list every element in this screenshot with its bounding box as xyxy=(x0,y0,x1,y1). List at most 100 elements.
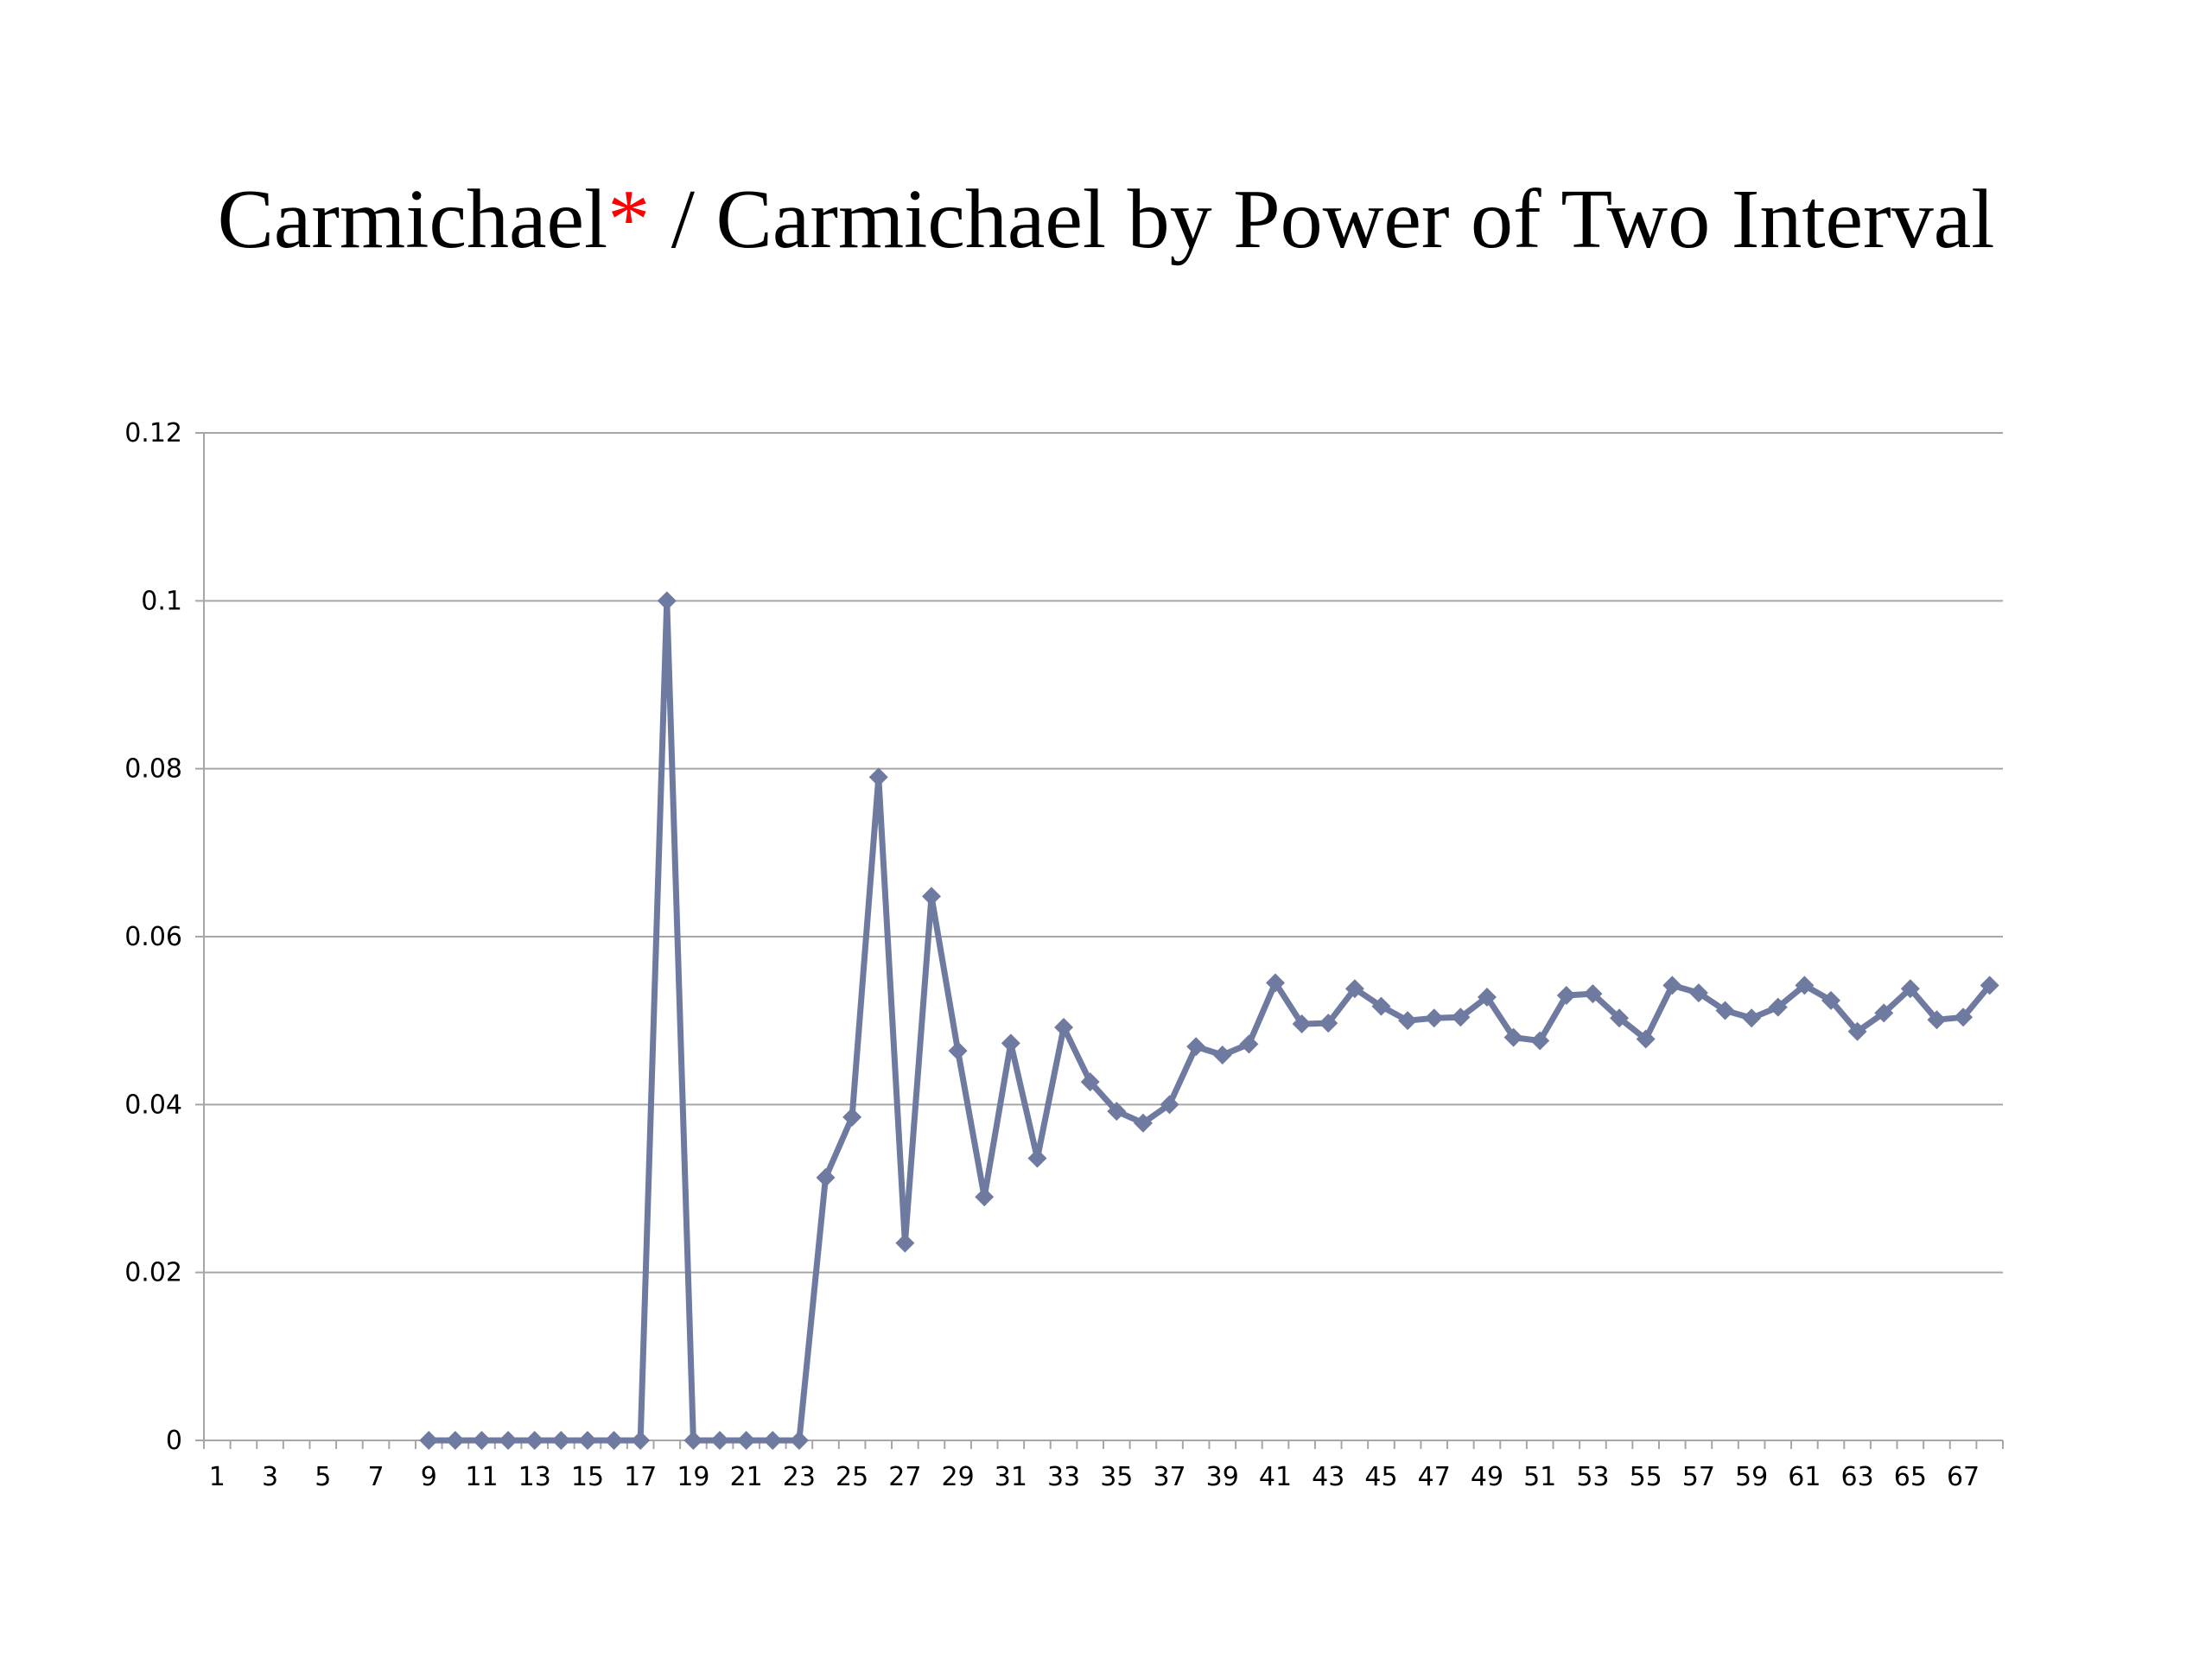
data-point-marker xyxy=(842,1107,862,1127)
chart-title-suffix: / Carmichael by Power of Two Interval xyxy=(650,173,1995,266)
y-tick-label: 0.06 xyxy=(124,922,182,952)
x-tick-label: 37 xyxy=(1153,1462,1185,1492)
chart-title-asterisk: * xyxy=(607,173,651,266)
data-point-marker xyxy=(1742,1008,1762,1028)
y-tick-label: 0.04 xyxy=(124,1090,182,1120)
data-point-marker xyxy=(1874,1003,1894,1023)
x-tick-label: 41 xyxy=(1259,1462,1292,1492)
y-axis-ticks: 0 0.02 0.04 0.06 0.08 0.1 0.12 xyxy=(124,418,182,1456)
x-tick-label: 35 xyxy=(1100,1462,1133,1492)
data-point-marker xyxy=(1847,1021,1867,1041)
x-tick-label: 7 xyxy=(367,1462,384,1492)
x-tick-label: 61 xyxy=(1788,1462,1821,1492)
x-tick-label: 11 xyxy=(465,1462,498,1492)
data-point-marker xyxy=(1424,1008,1444,1028)
y-tick-label: 0.08 xyxy=(124,754,182,785)
data-point-marker xyxy=(1027,1148,1047,1168)
data-point-marker xyxy=(1344,979,1364,999)
data-point-marker xyxy=(551,1431,571,1450)
data-point-marker xyxy=(683,1431,703,1450)
data-point-marker xyxy=(1715,1001,1735,1020)
data-point-marker xyxy=(1636,1029,1656,1049)
data-point-marker xyxy=(1319,1014,1338,1033)
x-axis-ticks: 1 3 5 7 9 11 13 15 17 19 21 23 25 27 29 31 33 35 37 39 41 43 4… xyxy=(209,1462,1980,1492)
data-point-marker xyxy=(1451,1007,1471,1027)
gridlines xyxy=(195,432,2003,1441)
x-tick-label: 17 xyxy=(624,1462,657,1492)
data-point-marker xyxy=(1080,1072,1100,1092)
data-point-marker xyxy=(499,1431,518,1450)
data-point-marker xyxy=(1583,984,1603,1004)
x-tick-label: 1 xyxy=(209,1462,226,1492)
y-tick-label: 0.12 xyxy=(124,418,182,448)
data-point-marker xyxy=(1239,1034,1259,1054)
data-point-marker xyxy=(895,1233,915,1253)
data-point-marker xyxy=(1160,1095,1179,1115)
data-point-marker xyxy=(1054,1017,1074,1037)
data-point-marker xyxy=(524,1431,544,1450)
x-tick-label: 43 xyxy=(1312,1462,1344,1492)
data-point-marker xyxy=(1530,1031,1550,1051)
x-tick-label: 53 xyxy=(1576,1462,1609,1492)
data-point-marker xyxy=(1133,1113,1153,1133)
data-point-marker xyxy=(1292,1014,1312,1034)
data-point-marker xyxy=(472,1431,492,1450)
data-point-marker xyxy=(1556,986,1576,1006)
data-point-marker xyxy=(789,1431,809,1450)
data-point-marker xyxy=(1371,996,1391,1016)
data-point-marker xyxy=(1001,1033,1020,1053)
data-point-marker xyxy=(1688,983,1708,1003)
x-tick-label: 19 xyxy=(677,1462,709,1492)
x-tick-label: 5 xyxy=(315,1462,331,1492)
x-tick-label: 51 xyxy=(1523,1462,1556,1492)
data-point-marker xyxy=(763,1431,783,1450)
data-point-marker xyxy=(1821,990,1840,1010)
data-point-marker xyxy=(710,1431,730,1450)
data-point-marker xyxy=(604,1431,624,1450)
y-tick-label: 0 xyxy=(166,1426,182,1456)
y-tick-label: 0.02 xyxy=(124,1258,182,1288)
data-point-marker xyxy=(975,1187,995,1207)
x-tick-label: 13 xyxy=(518,1462,551,1492)
data-point-marker xyxy=(1503,1027,1523,1047)
series-layer xyxy=(419,591,1999,1450)
data-point-marker xyxy=(1266,973,1286,993)
x-tick-label: 9 xyxy=(421,1462,437,1492)
data-point-marker xyxy=(1900,979,1920,999)
x-tick-label: 63 xyxy=(1841,1462,1874,1492)
data-point-marker xyxy=(948,1041,968,1061)
data-point-marker xyxy=(419,1431,439,1450)
x-tick-label: 15 xyxy=(571,1462,604,1492)
x-tick-label: 59 xyxy=(1735,1462,1768,1492)
data-point-marker xyxy=(1795,976,1815,995)
x-tick-label: 39 xyxy=(1206,1462,1239,1492)
x-tick-label: 25 xyxy=(836,1462,868,1492)
x-tick-label: 31 xyxy=(995,1462,1027,1492)
data-point-marker xyxy=(736,1431,756,1450)
data-point-marker xyxy=(631,1431,651,1450)
x-tick-label: 55 xyxy=(1630,1462,1662,1492)
x-tick-label: 29 xyxy=(942,1462,975,1492)
data-point-marker xyxy=(1980,976,1999,995)
x-tick-label: 27 xyxy=(888,1462,921,1492)
x-tick-label: 47 xyxy=(1418,1462,1451,1492)
data-point-marker xyxy=(1610,1008,1630,1028)
axes xyxy=(203,433,2004,1449)
x-tick-label: 49 xyxy=(1471,1462,1503,1492)
x-tick-label: 21 xyxy=(730,1462,763,1492)
data-point-marker xyxy=(1477,987,1497,1007)
x-tick-label: 3 xyxy=(262,1462,278,1492)
data-point-marker xyxy=(1768,997,1788,1017)
data-point-marker xyxy=(1107,1102,1127,1122)
data-point-marker xyxy=(1662,976,1682,995)
x-tick-label: 67 xyxy=(1947,1462,1980,1492)
data-point-marker xyxy=(657,591,677,611)
x-tick-label: 23 xyxy=(783,1462,816,1492)
chart-title: Carmichael* / Carmichael by Power of Two… xyxy=(0,177,2212,262)
x-tick-label: 45 xyxy=(1364,1462,1397,1492)
y-tick-label: 0.1 xyxy=(141,586,182,616)
x-tick-label: 33 xyxy=(1047,1462,1080,1492)
data-point-marker xyxy=(816,1167,836,1187)
